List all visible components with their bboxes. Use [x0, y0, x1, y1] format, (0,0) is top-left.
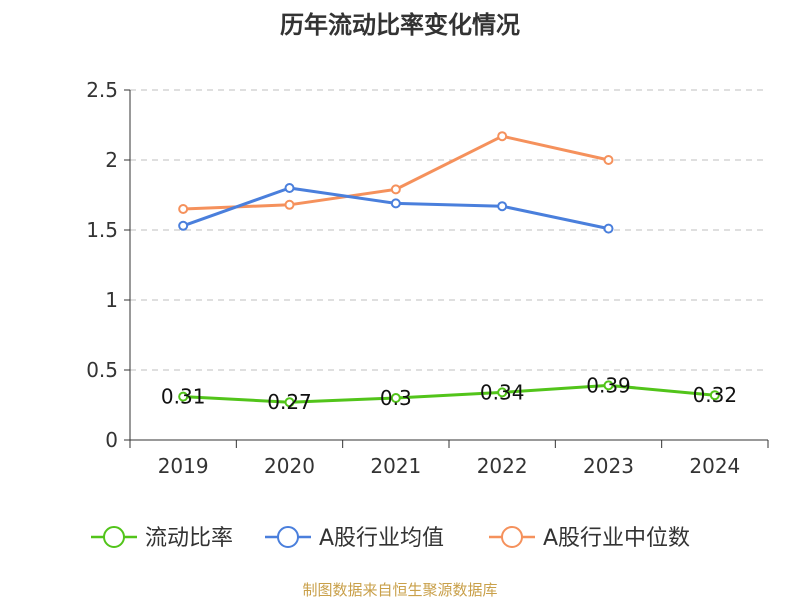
legend-label: A股行业中位数 — [543, 526, 690, 551]
legend-item[interactable]: A股行业均值 — [265, 526, 444, 551]
source-note: 制图数据来自恒生聚源数据库 — [302, 581, 497, 599]
data-point[interactable] — [603, 380, 614, 391]
legend-label: A股行业均值 — [319, 526, 444, 551]
y-tick-label: 2 — [105, 148, 118, 172]
y-tick-label: 1.5 — [86, 218, 118, 242]
legend-marker-icon — [277, 526, 299, 548]
data-labels: 0.31 0.27 0.3 0.34 0.39 0.32 — [161, 373, 737, 414]
data-point[interactable] — [178, 391, 189, 402]
series-line — [183, 383, 715, 404]
data-point[interactable] — [284, 199, 295, 210]
data-point[interactable] — [709, 390, 720, 401]
data-point[interactable] — [390, 393, 401, 403]
data-point[interactable] — [497, 387, 508, 398]
data-point[interactable] — [390, 184, 401, 195]
legend-item[interactable]: 流动比率 — [91, 526, 233, 551]
x-tick-label: 2023 — [583, 454, 634, 478]
legend[interactable]: 流动比率 A股行业均值 A股行业中位数 — [91, 526, 690, 551]
x-tick-label: 2020 — [264, 454, 315, 478]
data-label: 0.34 — [480, 380, 525, 404]
x-tick-label: 2019 — [158, 454, 209, 478]
data-point[interactable] — [390, 198, 401, 209]
data-point[interactable] — [603, 155, 614, 165]
data-point[interactable] — [497, 201, 508, 212]
data-label: 0.27 — [267, 390, 312, 414]
data-point[interactable] — [284, 397, 295, 408]
legend-marker-icon — [103, 526, 125, 548]
data-point[interactable] — [497, 131, 508, 142]
chart-title: 历年流动比率变化情况 — [280, 11, 520, 39]
data-point[interactable] — [178, 220, 189, 231]
legend-marker-icon — [501, 526, 523, 548]
y-tick-label: 1 — [105, 288, 118, 312]
data-point[interactable] — [178, 204, 189, 214]
axes: 0 0.5 1 1.5 2 2.5 2019 2020 2021 2022 2023 2024 — [86, 78, 769, 478]
data-point[interactable] — [284, 183, 295, 193]
data-label: 0.32 — [693, 383, 738, 407]
x-tick-label: 2024 — [689, 454, 740, 478]
series-line — [183, 134, 609, 211]
data-label: 0.39 — [586, 373, 631, 397]
data-label: 0.3 — [380, 386, 412, 410]
series-lines — [178, 131, 720, 408]
gridlines — [130, 89, 768, 371]
data-point[interactable] — [603, 223, 614, 234]
y-tick-label: 2.5 — [86, 78, 118, 102]
legend-label: 流动比率 — [145, 526, 233, 551]
x-tick-label: 2022 — [477, 454, 528, 478]
x-tick-label: 2021 — [370, 454, 421, 478]
y-tick-label: 0 — [105, 428, 118, 452]
data-label: 0.31 — [161, 385, 206, 409]
legend-item[interactable]: A股行业中位数 — [489, 526, 690, 551]
y-tick-label: 0.5 — [86, 358, 118, 382]
